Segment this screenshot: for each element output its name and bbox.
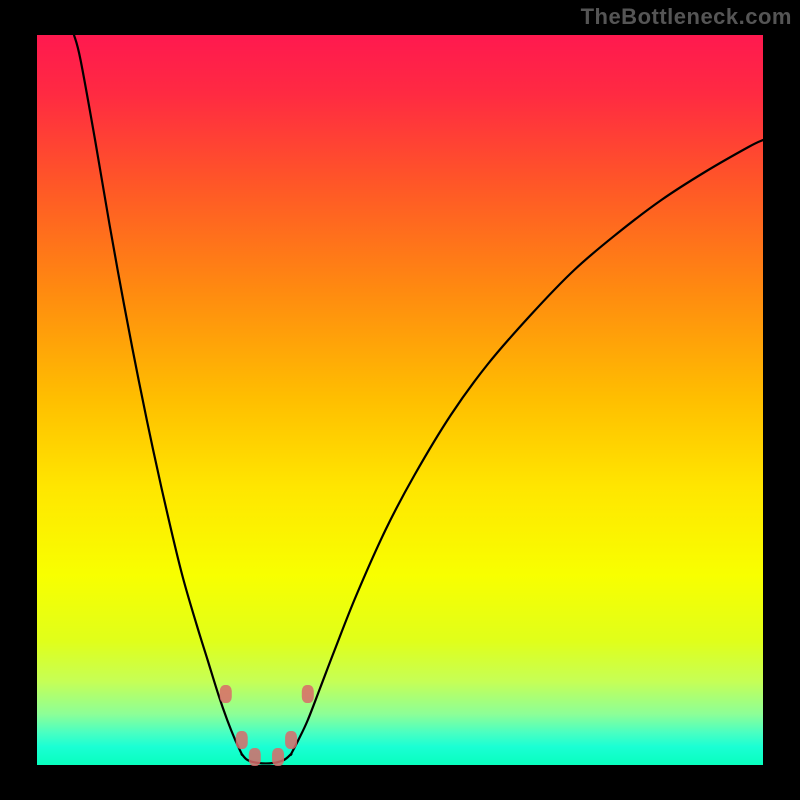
curve-marker [272,748,284,766]
curve-marker [302,685,314,703]
plot-area [37,35,763,765]
curve-marker [249,748,261,766]
bottleneck-chart [0,0,800,800]
curve-marker [285,731,297,749]
curve-marker [236,731,248,749]
watermark-text: TheBottleneck.com [581,4,792,30]
curve-marker [220,685,232,703]
